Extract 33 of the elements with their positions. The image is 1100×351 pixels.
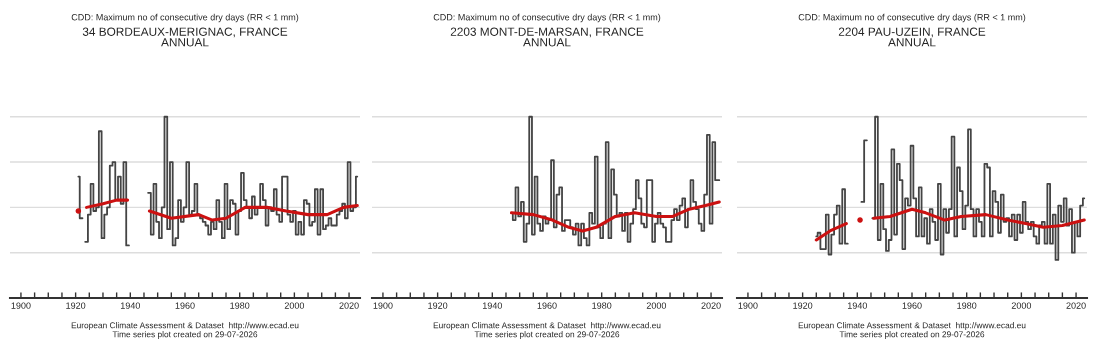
x-tick-label: 2000 [1011,302,1032,309]
text: European Climate Assessment & Dataset http://www.ecad.eu [798,322,1026,330]
x-tick-label: 2000 [646,302,667,309]
text: Time series plot created on 29-07-2026 [839,331,985,339]
x-tick-label: 1960 [175,302,195,309]
x-tick-label: 1920 [793,302,813,309]
x-tick-label: 1940 [120,302,140,309]
x-tick-label: 1980 [592,302,612,309]
x-tick-label: 2020 [339,302,359,309]
text: European Climate Assessment & Dataset http://www.ecad.eu [433,322,661,330]
x-tick-label: 1980 [230,302,250,309]
x-tick-label: 2020 [701,302,721,309]
x-tick-label: 1900 [11,302,31,309]
text: Time series plot created on 29-07-2026 [474,331,620,339]
x-tick-label: 1920 [66,302,86,309]
x-tick-label: 1920 [428,302,448,309]
x-tick-label: 1900 [373,302,393,309]
x-tick-label: 1980 [957,302,977,309]
chart-subtitle: 34 BORDEAUX-MERIGNAC, FRANCE ANNUAL [82,27,288,47]
x-tick-label: 1960 [537,302,557,309]
x-tick-label: 2000 [284,302,305,309]
text: European Climate Assessment & Dataset http://www.ecad.eu [71,322,299,330]
text: Time series plot created on 29-07-2026 [112,331,258,339]
chart-subtitle: 2203 MONT-DE-MARSAN, FRANCE ANNUAL [450,27,644,47]
chart-subtitle: 2204 PAU-UZEIN, FRANCE ANNUAL [838,27,986,47]
x-tick-label: 1940 [847,302,867,309]
chart-title: CDD: Maximum no of consecutive dry days (RR < 1 mm) [798,13,1026,23]
x-tick-label: 1940 [482,302,502,309]
x-tick-label: 2020 [1066,302,1086,309]
x-tick-label: 1960 [902,302,922,309]
chart-title: CDD: Maximum no of consecutive dry days (RR < 1 mm) [71,13,299,23]
x-tick-label: 1900 [738,302,758,309]
chart-title: CDD: Maximum no of consecutive dry days (RR < 1 mm) [433,13,661,23]
